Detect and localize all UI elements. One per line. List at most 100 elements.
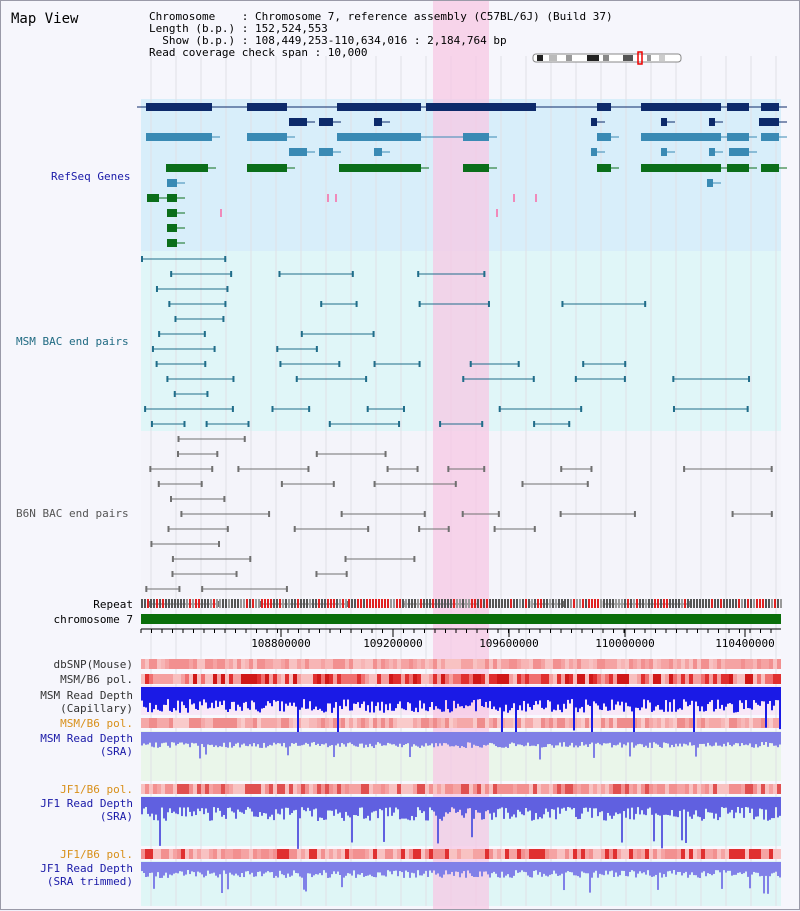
msm-sra-depth (305, 732, 307, 743)
msm-capillary-depth (625, 687, 627, 703)
jf1-pol-cell-2 (713, 849, 717, 859)
msm-capillary-depth (153, 687, 155, 710)
dbsnp-cell (777, 659, 781, 669)
msm-b6-pol-label-1[interactable]: MSM/B6 pol. (60, 673, 133, 686)
jf1-pol-cell (717, 784, 721, 794)
msm-bac-pair-end (315, 346, 318, 352)
jf1-trim-depth (733, 862, 735, 875)
jf1-pol-cell (601, 784, 605, 794)
msm-capillary-depth (183, 687, 185, 706)
msm-pol-cell (417, 674, 421, 684)
msm-pol-cell-2 (449, 718, 453, 728)
msm-b6-pol-label-2[interactable]: MSM/B6 pol. (60, 717, 133, 730)
jf1-pol-cell-2 (737, 849, 741, 859)
jf1-pol-cell (189, 784, 193, 794)
jf1-sra-depth (349, 797, 351, 818)
jf1-trim-depth (665, 862, 667, 877)
jf1-pol-cell-2 (609, 849, 613, 859)
dbsnp-cell (609, 659, 613, 669)
msm-sra-depth (755, 732, 757, 745)
jf1-sra-depth (309, 797, 311, 811)
repeat-mark (687, 599, 689, 608)
jf1-sra-depth (619, 797, 621, 814)
jf1-trim-depth (339, 862, 341, 876)
b6n-bac-label[interactable]: B6N BAC end pairs (16, 507, 129, 520)
msm-capillary-depth (397, 687, 399, 704)
jf1-sra-depth (649, 797, 651, 808)
msm-pol-cell-2 (301, 718, 305, 728)
msm-capillary-depth (559, 687, 561, 710)
msm-read-depth-capillary-label[interactable]: MSM Read Depth (Capillary) (40, 689, 133, 715)
msm-bac-label[interactable]: MSM BAC end pairs (16, 335, 129, 348)
page-title: Map View (11, 11, 79, 27)
jf1-sra-depth (151, 797, 153, 814)
msm-sra-depth (631, 732, 633, 743)
msm-sra-depth (689, 732, 691, 743)
jf1-pol-cell (657, 784, 661, 794)
jf1-trim-depth (355, 862, 357, 878)
repeat-mark (462, 599, 464, 608)
msm-capillary-depth (195, 687, 197, 709)
dbsnp-cell (773, 659, 777, 669)
jf1-pol-cell-2 (357, 849, 361, 859)
msm-capillary-depth (395, 687, 397, 709)
gene-feature (166, 164, 208, 172)
repeat-mark (159, 599, 161, 608)
msm-pol-cell-2 (661, 718, 665, 728)
ideogram-band (549, 55, 557, 61)
jf1-trim-depth (325, 862, 327, 873)
dbsnp-label[interactable]: dbSNP(Mouse) (53, 658, 133, 671)
jf1-sra-depth (705, 797, 707, 809)
jf1-sra-depth (239, 797, 241, 812)
jf1-trim-depth (175, 862, 177, 873)
jf1-trim-depth (269, 862, 271, 873)
msm-pol-cell (493, 674, 497, 684)
jf1-trim-depth (315, 862, 317, 875)
msm-capillary-depth (475, 687, 477, 712)
msm-pol-cell (217, 674, 221, 684)
jf1-sra-depth (329, 797, 331, 811)
refseq-genes-label[interactable]: RefSeq Genes (51, 170, 131, 183)
b6n-bac-pair-end (447, 466, 450, 472)
jf1-pol-cell (605, 784, 609, 794)
jf1-trim-depth (147, 862, 149, 877)
jf1-b6-pol-label-1[interactable]: JF1/B6 pol. (60, 783, 133, 796)
repeat-mark (447, 599, 449, 608)
dbsnp-cell (317, 659, 321, 669)
jf1-b6-pol-label-2[interactable]: JF1/B6 pol. (60, 848, 133, 861)
msm-sra-depth (595, 732, 597, 744)
msm-capillary-depth (281, 687, 283, 702)
jf1-trim-depth (187, 862, 189, 871)
msm-pol-cell-2 (525, 718, 529, 728)
msm-capillary-depth (305, 687, 307, 709)
jf1-sra-depth (173, 797, 175, 812)
repeat-mark (771, 599, 773, 608)
jf1-pol-cell (469, 784, 473, 794)
jf1-sra-depth (679, 797, 681, 811)
repeat-mark (504, 599, 506, 608)
gene-feature (289, 118, 307, 126)
msm-pol-cell-2 (733, 718, 737, 728)
msm-sra-depth (657, 732, 659, 745)
msm-bac-pair-end (150, 421, 153, 427)
jf1-pol-cell (529, 784, 533, 794)
msm-sra-depth (303, 732, 305, 745)
jf1-pol-cell (201, 784, 205, 794)
msm-capillary-depth (161, 687, 163, 712)
jf1-trim-depth (693, 862, 695, 876)
jf1-read-depth-trimmed-label[interactable]: JF1 Read Depth (SRA trimmed) (40, 862, 133, 888)
b6n-bac-pair-end (177, 436, 180, 442)
msm-pol-cell (237, 674, 241, 684)
msm-sra-depth (617, 732, 619, 745)
dbsnp-cell (369, 659, 373, 669)
jf1-pol-cell (737, 784, 741, 794)
msm-read-depth-sra-label[interactable]: MSM Read Depth (SRA) (40, 732, 133, 758)
msm-sra-depth (655, 732, 657, 744)
jf1-trim-depth (261, 862, 263, 877)
msm-pol-cell (273, 674, 277, 684)
jf1-read-depth-sra-label[interactable]: JF1 Read Depth (SRA) (40, 797, 133, 823)
jf1-sra-depth (365, 797, 367, 819)
jf1-pol-cell (621, 784, 625, 794)
b6n-bac-pair-end (217, 601, 220, 607)
jf1-sra-depth (641, 797, 643, 811)
